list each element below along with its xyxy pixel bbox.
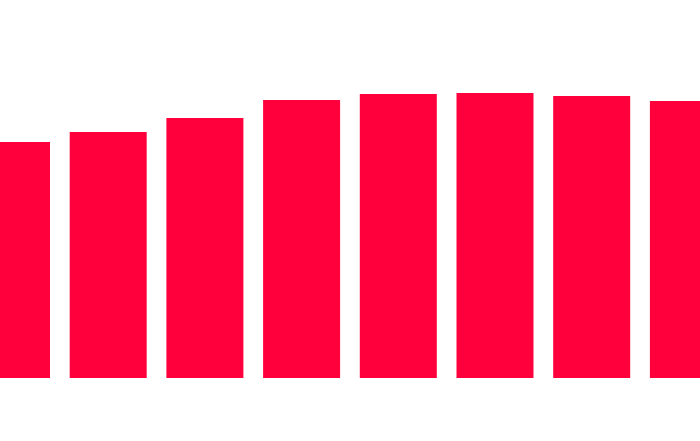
- bar: [0, 142, 50, 378]
- bar: [359, 94, 437, 378]
- bar: [456, 93, 534, 378]
- bar: [649, 101, 700, 378]
- bar: [263, 100, 341, 378]
- bar: [166, 118, 244, 378]
- bar: [553, 96, 631, 378]
- bar: [69, 132, 147, 378]
